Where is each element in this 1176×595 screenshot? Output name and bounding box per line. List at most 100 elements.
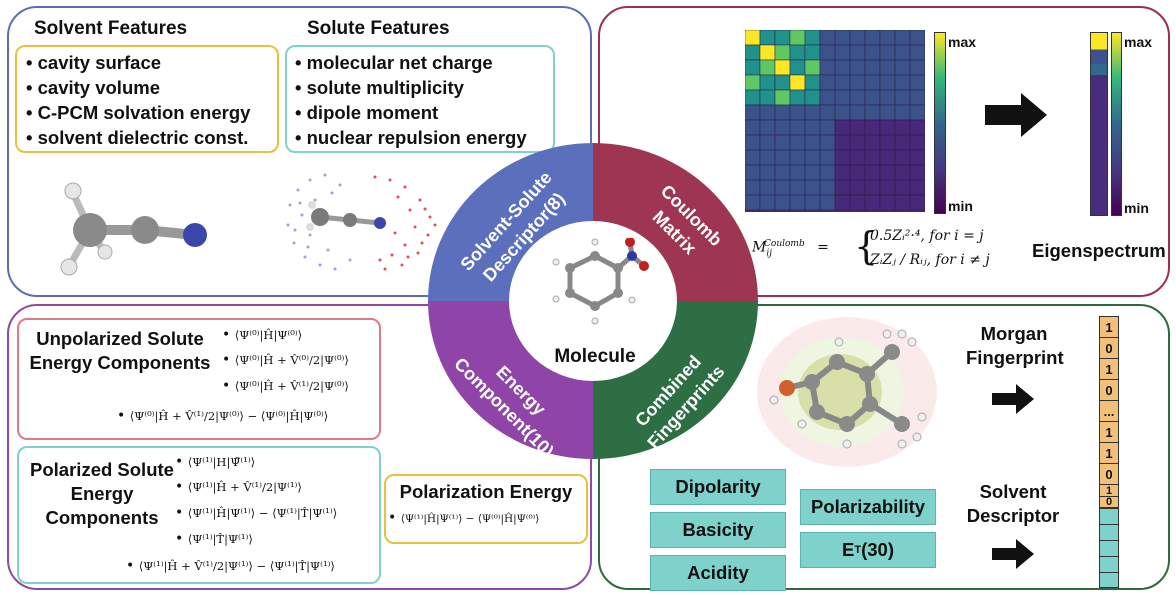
center-label: Molecule [554,346,636,367]
heatmap-cell [879,164,896,181]
heatmap-cell [774,164,791,181]
heatmap-cell [849,149,866,166]
heatmap-cell [909,44,925,61]
heatmap-cell [834,104,851,121]
heatmap-cell [804,30,821,46]
heatmap-cell [745,149,761,166]
heatmap-cell [909,74,925,91]
heatmap-cell [819,194,836,211]
heatmap-cell [804,119,821,136]
polarized-term-2: ⟨Ψ⁽¹⁾|Ĥ + V̂⁽¹⁾/2|Ψ⁽¹⁾⟩ [175,479,302,495]
heatmap-cell [759,164,776,181]
polarized-box [17,446,381,584]
heatmap-cell [819,89,836,106]
heatmap-cell [834,44,851,61]
heatmap-cell [894,149,911,166]
heatmap-cell [909,30,925,46]
heatmap-cell [879,134,896,151]
list-item: solute multiplicity [295,75,527,100]
heatmap-cell [745,164,761,181]
heatmap-cell [864,164,881,181]
heatmap-cell [745,30,761,46]
heatmap-cell [774,134,791,151]
heatmap-cell [849,59,866,76]
bit-cell: 1 [1099,316,1119,338]
formula-brace: { [854,224,879,268]
heatmap-cell [849,30,866,46]
heatmap-cell [804,59,821,76]
heatmap-cell [834,179,851,196]
heatmap-cell [789,74,806,91]
heatmap-cell [819,30,836,46]
heatmap-cell [745,104,761,121]
heatmap-cell [849,44,866,61]
heatmap-cell [759,134,776,151]
heatmap-cell [894,164,911,181]
heatmap-cell [894,104,911,121]
heatmap-cell [879,89,896,106]
heatmap-cell [909,119,925,136]
heatmap-cell [745,194,761,211]
heatmap-cell [745,134,761,151]
heatmap-cell [834,59,851,76]
heatmap-cell [759,149,776,166]
heatmap-cell [759,44,776,61]
heatmap-cell [804,164,821,181]
heatmap-cell [909,104,925,121]
colorbar [934,32,946,214]
heatmap-cell [745,119,761,136]
polarized-term-1: ⟨Ψ⁽¹⁾|H|Ψ̃⁽¹⁾⟩ [175,454,255,470]
heatmap-cell [864,149,881,166]
heatmap-cell [879,44,896,61]
unpolarized-box [17,318,381,440]
heatmap-cell [745,74,761,91]
heatmap-cell [774,44,791,61]
solvation-cavity-molecule [286,173,437,271]
formula-case-2: ZᵢZⱼ / Rᵢⱼ, for i ≠ j [870,252,990,268]
descriptor-polarizability: Polarizability [800,489,936,525]
heatmap-cell [759,30,776,46]
heatmap-cell [774,30,791,46]
heatmap-cell [849,119,866,136]
heatmap-cell [759,194,776,211]
heatmap-cell [879,104,896,121]
heatmap-cell [879,119,896,136]
eigenspectrum-bar [1090,32,1108,216]
heatmap-cell [834,149,851,166]
heatmap-cell [864,44,881,61]
heatmap-cell [849,104,866,121]
heatmap-cell [834,30,851,46]
heatmap-cell [774,179,791,196]
heatmap-cell [879,59,896,76]
heatmap-cell [864,74,881,91]
heatmap-cell [774,89,791,106]
heatmap-cell [759,179,776,196]
formula-lhs: MijCoulomb = [752,239,829,259]
heatmap-cell [894,74,911,91]
heatmap-cell [774,119,791,136]
heatmap-cell [864,179,881,196]
heatmap-cell [789,194,806,211]
polarization-term: ⟨Ψ⁽¹⁾|Ĥ|Ψ⁽¹⁾⟩ − ⟨Ψ⁽⁰⁾|Ĥ|Ψ⁽⁰⁾⟩ [388,510,540,526]
list-item: solvent dielectric const. [26,125,250,150]
heatmap-cell [819,179,836,196]
eigen-colorbar [1111,32,1122,216]
heatmap-cell [864,134,881,151]
center-wheel [428,143,758,459]
heatmap-cell [789,89,806,106]
heatmap-cell [849,89,866,106]
nitrobenzene-molecule [552,238,649,325]
heatmap-cell [759,74,776,91]
heatmap-cell [804,44,821,61]
bit-cell: 0 [1099,379,1119,401]
heatmap-cell [774,104,791,121]
polarized-title: Polarized Solute Energy Components [30,459,174,528]
heatmap-cell [819,149,836,166]
heatmap-cell [745,59,761,76]
polarization-box [384,474,588,544]
heatmap-cell [909,134,925,151]
descriptor-basicity: Basicity [650,512,786,548]
descriptor-dipolarity: Dipolarity [650,469,786,505]
bit-cell: 1 [1099,421,1119,443]
list-item: cavity surface [26,50,250,75]
